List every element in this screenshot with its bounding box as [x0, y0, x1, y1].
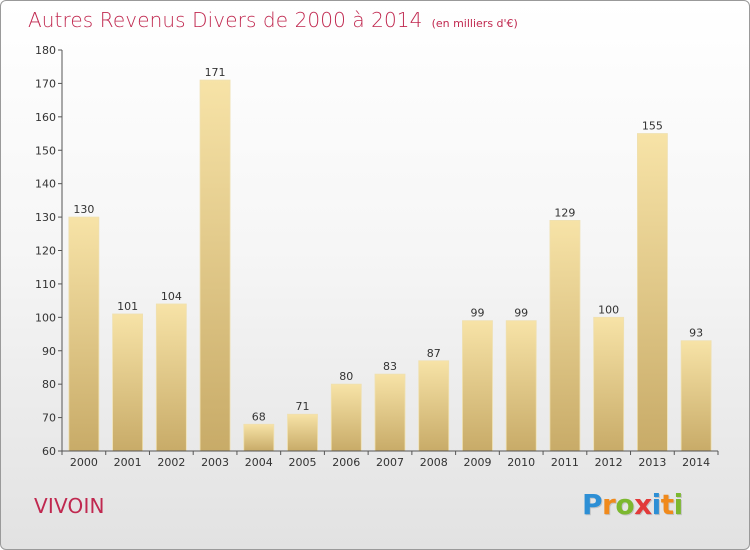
y-axis: 60 70 80 90 100 110 120 130 140 150 160 170 180: [35, 44, 63, 458]
chart-title-unit: (en milliers d'€): [431, 17, 518, 30]
bar-value-label: 101: [117, 300, 138, 313]
bar-value-label: 93: [689, 327, 703, 340]
logo-letter: x: [634, 488, 652, 521]
x-tick-label: 2003: [201, 456, 229, 469]
bar: [462, 320, 493, 452]
chart-title-text: Autres Revenus Divers de 2000 à 2014: [28, 8, 423, 32]
logo-letter: P: [582, 488, 603, 521]
bar: [418, 360, 450, 452]
proxiti-logo: Proxiti: [582, 488, 683, 521]
x-tick-label: 2008: [420, 456, 448, 469]
bar: [287, 413, 318, 452]
x-tick-label: 2001: [114, 456, 142, 469]
bar: [637, 133, 668, 452]
y-tick-label: 140: [35, 178, 56, 191]
y-tick-label: 90: [42, 345, 56, 358]
place-name: VIVOIN: [34, 494, 105, 518]
bar: [505, 320, 537, 452]
bar-value-label: 155: [642, 120, 663, 133]
x-tick-label: 2013: [638, 456, 666, 469]
y-tick-label: 80: [42, 378, 56, 391]
bar-value-label: 83: [383, 360, 397, 373]
chart-title: Autres Revenus Divers de 2000 à 2014 (en…: [28, 8, 518, 32]
x-tick-label: 2007: [376, 456, 404, 469]
bar: [112, 313, 143, 452]
y-tick-label: 150: [35, 144, 56, 157]
x-tick-label: 2004: [245, 456, 273, 469]
y-tick-label: 120: [35, 245, 56, 258]
bars: 130 101 104 171 68 71 80 83 87 99 99 129 100 155 93: [68, 66, 712, 452]
x-tick-label: 2009: [463, 456, 491, 469]
bar: [330, 383, 362, 452]
bar-value-label: 80: [339, 370, 353, 383]
bar: [680, 340, 712, 452]
x-tick-label: 2010: [507, 456, 535, 469]
bar: [243, 423, 275, 452]
x-tick-label: 2000: [70, 456, 98, 469]
y-tick-label: 160: [35, 111, 56, 124]
x-tick-label: 2011: [551, 456, 579, 469]
x-tick-label: 2002: [157, 456, 185, 469]
x-tick-label: 2005: [289, 456, 317, 469]
logo-letter: o: [615, 488, 635, 521]
bar: [199, 79, 231, 452]
bar-value-label: 130: [73, 203, 94, 216]
y-tick-label: 110: [35, 278, 56, 291]
logo-letter: i: [651, 488, 662, 521]
bar: [549, 220, 581, 452]
bar: [155, 303, 187, 452]
bar-value-label: 171: [205, 66, 226, 79]
bar-value-label: 100: [598, 303, 619, 316]
y-tick-label: 100: [35, 311, 56, 324]
bar-value-label: 99: [514, 307, 528, 320]
x-tick-label: 2006: [332, 456, 360, 469]
logo-letter: i: [673, 488, 684, 521]
x-axis: 2000 2001 2002 2003 2004 2005 2006 2007 2008 2009…: [61, 450, 719, 469]
bar: [374, 373, 406, 452]
bar: [68, 216, 100, 452]
bar-value-label: 71: [296, 400, 310, 413]
bar-value-label: 99: [470, 307, 484, 320]
logo-letter: r: [602, 488, 616, 521]
y-tick-label: 170: [35, 77, 56, 90]
x-tick-label: 2014: [682, 456, 710, 469]
bar-value-label: 68: [252, 410, 266, 423]
y-tick-label: 130: [35, 211, 56, 224]
logo-letter: t: [660, 488, 674, 521]
x-tick-label: 2012: [595, 456, 623, 469]
y-tick-label: 180: [35, 44, 56, 57]
bar-value-label: 87: [427, 347, 441, 360]
bar-value-label: 129: [554, 206, 575, 219]
bar-value-label: 104: [161, 290, 182, 303]
bar: [593, 316, 625, 452]
y-tick-label: 70: [42, 412, 56, 425]
y-tick-label: 60: [42, 445, 56, 458]
